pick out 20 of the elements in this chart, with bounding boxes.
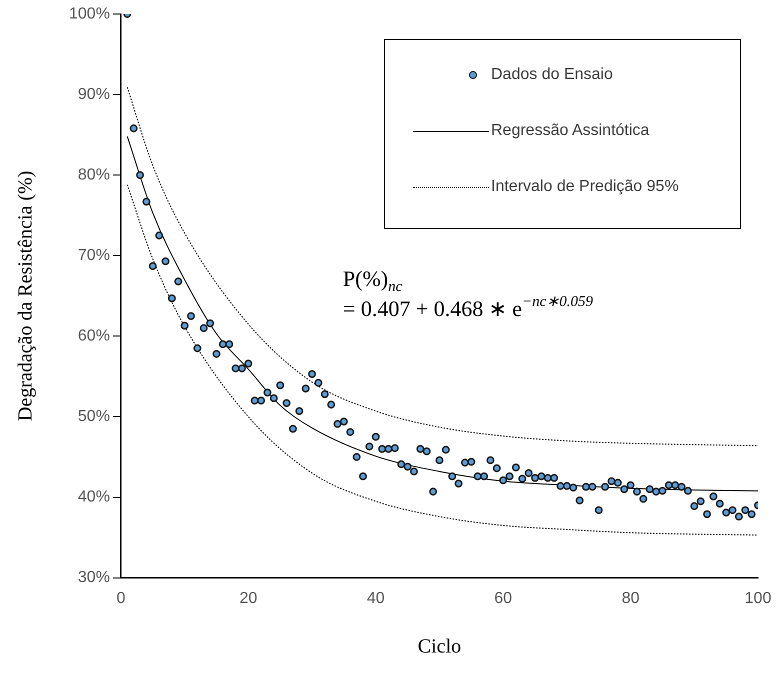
legend-label: Regressão Assintótica: [491, 122, 650, 140]
y-axis-title: Degradação da Resistência (%): [14, 170, 36, 422]
x-tick-label: 40: [366, 590, 385, 607]
y-tick-label: 70%: [78, 247, 110, 264]
y-tick-label: 40%: [78, 488, 110, 506]
x-tick-label: 20: [239, 590, 258, 607]
legend-label: Dados do Ensaio: [491, 66, 613, 84]
y-tick-label: 50%: [78, 408, 110, 426]
y-tick-label: 30%: [78, 569, 110, 586]
y-tick-label: 100%: [69, 5, 110, 22]
y-tick-label: 80%: [78, 166, 110, 184]
legend-label: Intervalo de Predição 95%: [491, 178, 679, 196]
y-tick-label: 60%: [78, 328, 110, 345]
x-tick-label: 60: [494, 590, 512, 607]
y-tick-label: 90%: [78, 86, 110, 103]
x-tick-label: 0: [116, 590, 126, 607]
line-series: [126, 86, 758, 446]
x-tick-label: 100: [744, 590, 772, 607]
x-tick-label: 80: [622, 590, 640, 607]
x-axis-title: Ciclo: [418, 635, 462, 658]
